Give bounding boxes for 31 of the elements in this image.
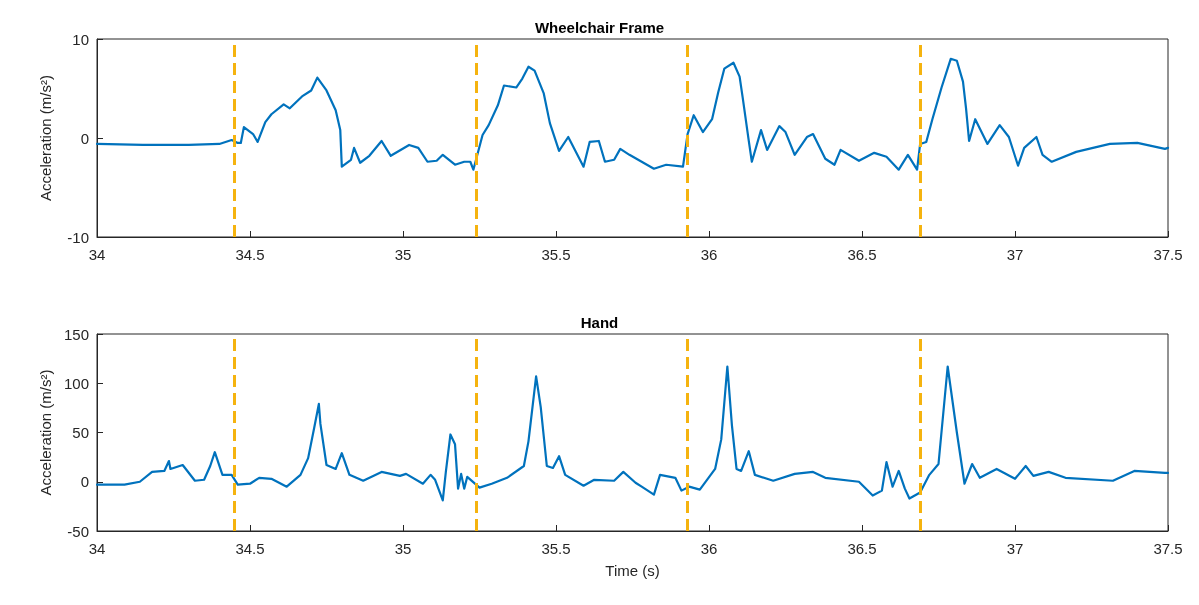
y-tick-label: 100 [63, 374, 89, 392]
x-tick-label: 34 [88, 540, 106, 557]
y-tick-label: -50 [67, 522, 89, 540]
x-tick-label: 35.5 [541, 246, 571, 263]
x-tick-label: 35 [394, 246, 412, 263]
y-tick-label: 150 [63, 325, 89, 343]
x-tick-label: 35.5 [541, 540, 571, 557]
y-tick-label: 0 [80, 129, 89, 147]
x-tick-label: 34 [88, 246, 106, 263]
x-tick-label: 34.5 [235, 246, 265, 263]
x-axis-title: Time (s) [605, 562, 660, 579]
y-axis-title: Acceleration (m/s²) [37, 369, 54, 496]
x-tick-label: 36.5 [847, 246, 877, 263]
x-tick-label: 37.5 [1153, 246, 1183, 263]
x-tick-label: 37 [1006, 246, 1024, 263]
x-tick-label: 36.5 [847, 540, 877, 557]
x-tick-label: 36 [700, 246, 718, 263]
y-tick-label: 0 [80, 473, 89, 491]
y-tick-label: 50 [72, 424, 89, 441]
chart-title: Wheelchair Frame [534, 19, 665, 36]
chart-title: Hand [580, 314, 619, 331]
x-tick-label: 37.5 [1153, 540, 1183, 557]
y-axis-title: Acceleration (m/s²) [37, 75, 54, 201]
y-tick-label: -10 [67, 228, 89, 246]
x-tick-label: 37 [1006, 540, 1024, 557]
x-tick-label: 35 [394, 540, 412, 557]
x-tick-label: 34.5 [235, 540, 265, 557]
line-series [95, 365, 1170, 502]
x-tick-label: 36 [700, 540, 718, 557]
line-series [95, 57, 1170, 171]
y-tick-label: 10 [72, 30, 89, 48]
